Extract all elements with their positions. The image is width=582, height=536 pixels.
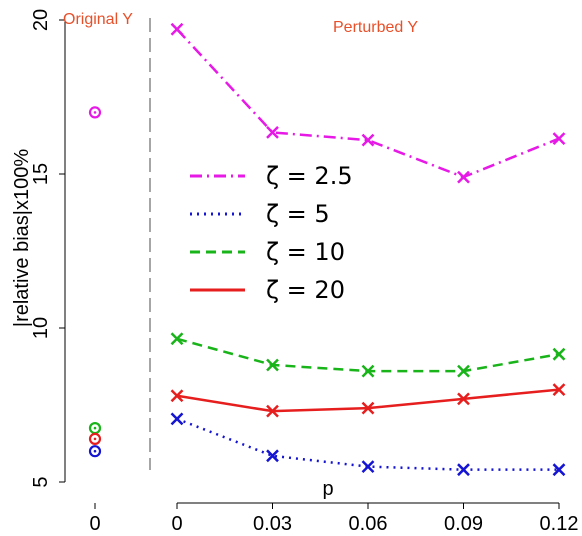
y-tick-label: 5	[30, 476, 52, 487]
data-point	[170, 412, 184, 426]
x-tick-label: 0.12	[540, 513, 579, 535]
x-tick-label: 0.09	[444, 513, 483, 535]
data-point	[457, 364, 470, 378]
legend-label: ζ = 10	[266, 238, 345, 266]
y-tick-label: 15	[30, 163, 52, 185]
legend-label: ζ = 5	[266, 200, 330, 228]
panel-label-original: Original Y	[63, 11, 133, 28]
x-tick-label: 0	[89, 513, 100, 535]
data-point	[170, 332, 184, 346]
original-point-center	[93, 426, 97, 430]
original-point-center	[93, 111, 97, 114]
data-point	[266, 358, 279, 372]
data-point	[361, 460, 375, 473]
series-0	[88, 22, 566, 184]
y-tick-label: 20	[30, 9, 52, 31]
data-point	[266, 126, 279, 139]
data-point	[457, 392, 470, 406]
x-tick-label: 0	[171, 513, 182, 535]
x-axis-label: p	[322, 478, 333, 500]
data-point	[552, 383, 566, 396]
data-point	[266, 449, 279, 463]
data-point	[170, 22, 184, 36]
data-point	[361, 133, 375, 147]
x-tick-label: 0.03	[253, 513, 292, 535]
legend-label: ζ = 2.5	[266, 162, 353, 190]
data-point	[170, 389, 184, 403]
legend: ζ = 2.5 ζ = 5 ζ = 10 ζ = 20	[190, 162, 353, 304]
series-3	[88, 383, 566, 445]
series-line	[176, 417, 559, 471]
data-point	[552, 463, 566, 477]
data-point	[361, 364, 375, 378]
panel-label-perturbed: Perturbed Y	[333, 19, 418, 36]
original-point	[88, 432, 102, 445]
original-point-center	[93, 449, 97, 453]
data-point	[552, 132, 566, 145]
series-line	[176, 28, 560, 179]
series-2	[88, 332, 566, 435]
series-1	[88, 412, 566, 477]
y-tick-label: 10	[30, 317, 52, 339]
axes: 5 10 15 20 0 0 0.03 0.06 0.09 0.12	[30, 9, 578, 535]
data-point	[361, 401, 375, 415]
x-tick-label: 0.06	[349, 513, 388, 535]
original-point	[88, 445, 102, 458]
data-point	[552, 347, 566, 361]
series-line	[176, 337, 560, 373]
chart-marks	[88, 22, 566, 477]
original-point	[88, 106, 102, 119]
y-axis-label: |relative bias|x100%	[11, 149, 33, 327]
legend-label: ζ = 20	[266, 276, 345, 304]
original-point-center	[93, 437, 97, 441]
data-point	[457, 170, 470, 184]
data-point	[266, 404, 279, 418]
data-point	[457, 463, 470, 477]
